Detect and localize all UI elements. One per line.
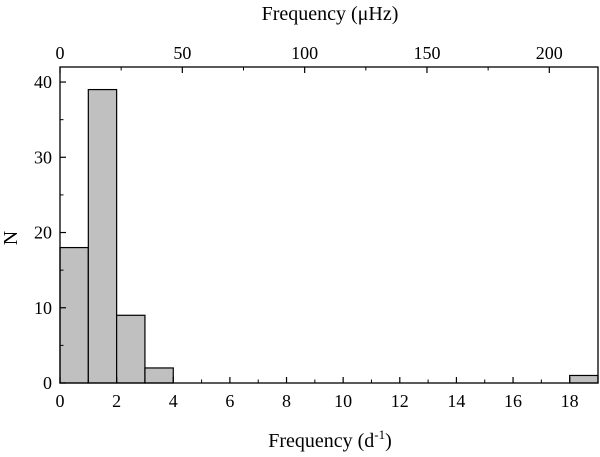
- y-axis-label: N: [0, 231, 22, 245]
- y-tick-label-20: 20: [34, 223, 52, 243]
- x-tick-label-14: 14: [447, 391, 465, 411]
- x-tick-label-12: 12: [391, 391, 409, 411]
- x-tick-label-2: 2: [112, 391, 121, 411]
- y-tick-label-10: 10: [34, 298, 52, 318]
- top-tick-label-100: 100: [291, 43, 318, 63]
- top-tick-label-200: 200: [536, 43, 563, 63]
- x-tick-label-10: 10: [334, 391, 352, 411]
- x-tick-label-8: 8: [282, 391, 291, 411]
- histogram-bar-1: [87, 88, 118, 384]
- histogram-bar-3: [144, 367, 174, 384]
- x-tick-label-4: 4: [169, 391, 178, 411]
- x-axis-label-top: Frequency (μHz): [262, 3, 399, 25]
- x-tick-label-6: 6: [225, 391, 234, 411]
- x-tick-label-18: 18: [561, 391, 579, 411]
- y-tick-label-40: 40: [34, 72, 52, 92]
- y-tick-label-30: 30: [34, 147, 52, 167]
- top-tick-label-50: 50: [173, 43, 191, 63]
- x-tick-label-16: 16: [504, 391, 522, 411]
- x-axis-label-bottom: Frequency (d-1): [268, 427, 392, 452]
- histogram-bar-2: [116, 314, 146, 384]
- top-tick-label-0: 0: [56, 43, 65, 63]
- histogram-bar-4: [569, 374, 599, 384]
- top-tick-label-150: 150: [413, 43, 440, 63]
- y-tick-label-0: 0: [43, 373, 52, 393]
- plot-frame: [59, 66, 599, 384]
- bars-group: [59, 88, 599, 384]
- histogram-bar-0: [59, 246, 89, 384]
- x-tick-label-0: 0: [56, 391, 65, 411]
